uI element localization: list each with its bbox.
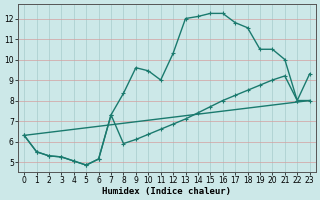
X-axis label: Humidex (Indice chaleur): Humidex (Indice chaleur) (102, 187, 231, 196)
